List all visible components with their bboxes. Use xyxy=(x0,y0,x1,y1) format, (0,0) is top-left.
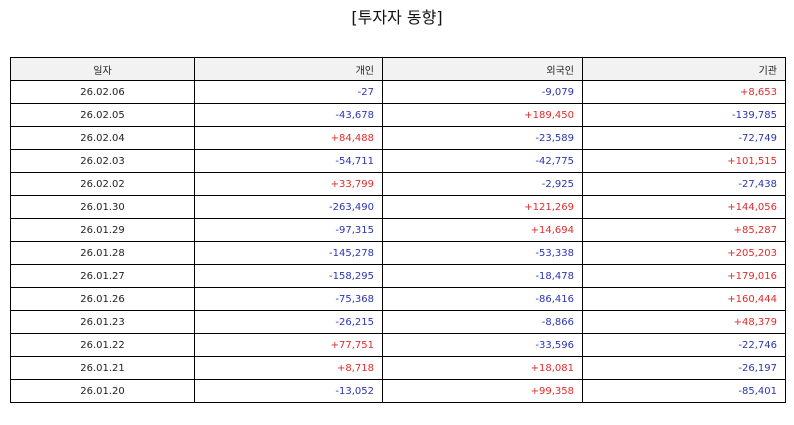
cell-foreign: -53,338 xyxy=(382,241,583,265)
cell-individual: -263,490 xyxy=(194,195,383,219)
cell-foreign: -86,416 xyxy=(382,287,583,311)
table-row: 26.01.23 -26,215 -8,866 +48,379 xyxy=(10,310,786,334)
cell-date: 26.01.26 xyxy=(10,287,195,311)
cell-individual: -43,678 xyxy=(194,103,383,127)
cell-institution: -72,749 xyxy=(582,126,786,150)
cell-date: 26.01.28 xyxy=(10,241,195,265)
header-foreign: 외국인 xyxy=(382,57,583,81)
cell-institution: +85,287 xyxy=(582,218,786,242)
cell-foreign: -42,775 xyxy=(382,149,583,173)
table-row: 26.02.03 -54,711 -42,775 +101,515 xyxy=(10,149,786,173)
table-row: 26.01.21 +8,718 +18,081 -26,197 xyxy=(10,356,786,380)
cell-foreign: +14,694 xyxy=(382,218,583,242)
cell-institution: -22,746 xyxy=(582,333,786,357)
cell-individual: +77,751 xyxy=(194,333,383,357)
cell-institution: -26,197 xyxy=(582,356,786,380)
cell-date: 26.01.27 xyxy=(10,264,195,288)
cell-individual: +84,488 xyxy=(194,126,383,150)
table-row: 26.02.04 +84,488 -23,589 -72,749 xyxy=(10,126,786,150)
cell-institution: +101,515 xyxy=(582,149,786,173)
cell-foreign: +99,358 xyxy=(382,379,583,403)
table-row: 26.01.27 -158,295 -18,478 +179,016 xyxy=(10,264,786,288)
cell-foreign: -33,596 xyxy=(382,333,583,357)
cell-institution: +48,379 xyxy=(582,310,786,334)
cell-date: 26.01.29 xyxy=(10,218,195,242)
cell-individual: -54,711 xyxy=(194,149,383,173)
table-row: 26.02.05 -43,678 +189,450 -139,785 xyxy=(10,103,786,127)
cell-individual: -13,052 xyxy=(194,379,383,403)
cell-individual: -75,368 xyxy=(194,287,383,311)
cell-date: 26.02.02 xyxy=(10,172,195,196)
cell-foreign: +121,269 xyxy=(382,195,583,219)
cell-institution: -139,785 xyxy=(582,103,786,127)
cell-date: 26.01.30 xyxy=(10,195,195,219)
cell-institution: -85,401 xyxy=(582,379,786,403)
cell-institution: +179,016 xyxy=(582,264,786,288)
cell-institution: +8,653 xyxy=(582,80,786,104)
cell-foreign: -23,589 xyxy=(382,126,583,150)
header-individual: 개인 xyxy=(194,57,383,81)
table-row: 26.01.29 -97,315 +14,694 +85,287 xyxy=(10,218,786,242)
cell-individual: -27 xyxy=(194,80,383,104)
cell-date: 26.02.03 xyxy=(10,149,195,173)
cell-date: 26.02.06 xyxy=(10,80,195,104)
cell-foreign: -8,866 xyxy=(382,310,583,334)
cell-date: 26.02.04 xyxy=(10,126,195,150)
page-title: [투자자 동향] xyxy=(351,8,443,27)
table-header-row: 일자 개인 외국인 기관 xyxy=(10,57,786,81)
cell-date: 26.01.23 xyxy=(10,310,195,334)
table-body: 26.02.06 -27 -9,079 +8,653 26.02.05 -43,678 +1… xyxy=(10,80,786,403)
table-row: 26.01.28 -145,278 -53,338 +205,203 xyxy=(10,241,786,265)
cell-date: 26.02.05 xyxy=(10,103,195,127)
header-institution: 기관 xyxy=(582,57,786,81)
cell-foreign: -18,478 xyxy=(382,264,583,288)
cell-foreign: -2,925 xyxy=(382,172,583,196)
cell-individual: -158,295 xyxy=(194,264,383,288)
cell-individual: -97,315 xyxy=(194,218,383,242)
header-date: 일자 xyxy=(10,57,195,81)
cell-institution: +205,203 xyxy=(582,241,786,265)
cell-individual: +8,718 xyxy=(194,356,383,380)
table-row: 26.01.20 -13,052 +99,358 -85,401 xyxy=(10,379,786,403)
investor-trend-table: 일자 개인 외국인 기관 26.02.06 -27 -9,079 +8,653 26.0… xyxy=(10,57,786,403)
cell-individual: -145,278 xyxy=(194,241,383,265)
cell-individual: +33,799 xyxy=(194,172,383,196)
table-row: 26.02.06 -27 -9,079 +8,653 xyxy=(10,80,786,104)
table-row: 26.01.30 -263,490 +121,269 +144,056 xyxy=(10,195,786,219)
cell-individual: -26,215 xyxy=(194,310,383,334)
table-row: 26.02.02 +33,799 -2,925 -27,438 xyxy=(10,172,786,196)
table-row: 26.01.26 -75,368 -86,416 +160,444 xyxy=(10,287,786,311)
cell-foreign: -9,079 xyxy=(382,80,583,104)
cell-foreign: +189,450 xyxy=(382,103,583,127)
cell-date: 26.01.22 xyxy=(10,333,195,357)
table-row: 26.01.22 +77,751 -33,596 -22,746 xyxy=(10,333,786,357)
cell-date: 26.01.21 xyxy=(10,356,195,380)
cell-institution: +160,444 xyxy=(582,287,786,311)
cell-institution: +144,056 xyxy=(582,195,786,219)
cell-foreign: +18,081 xyxy=(382,356,583,380)
cell-date: 26.01.20 xyxy=(10,379,195,403)
cell-institution: -27,438 xyxy=(582,172,786,196)
